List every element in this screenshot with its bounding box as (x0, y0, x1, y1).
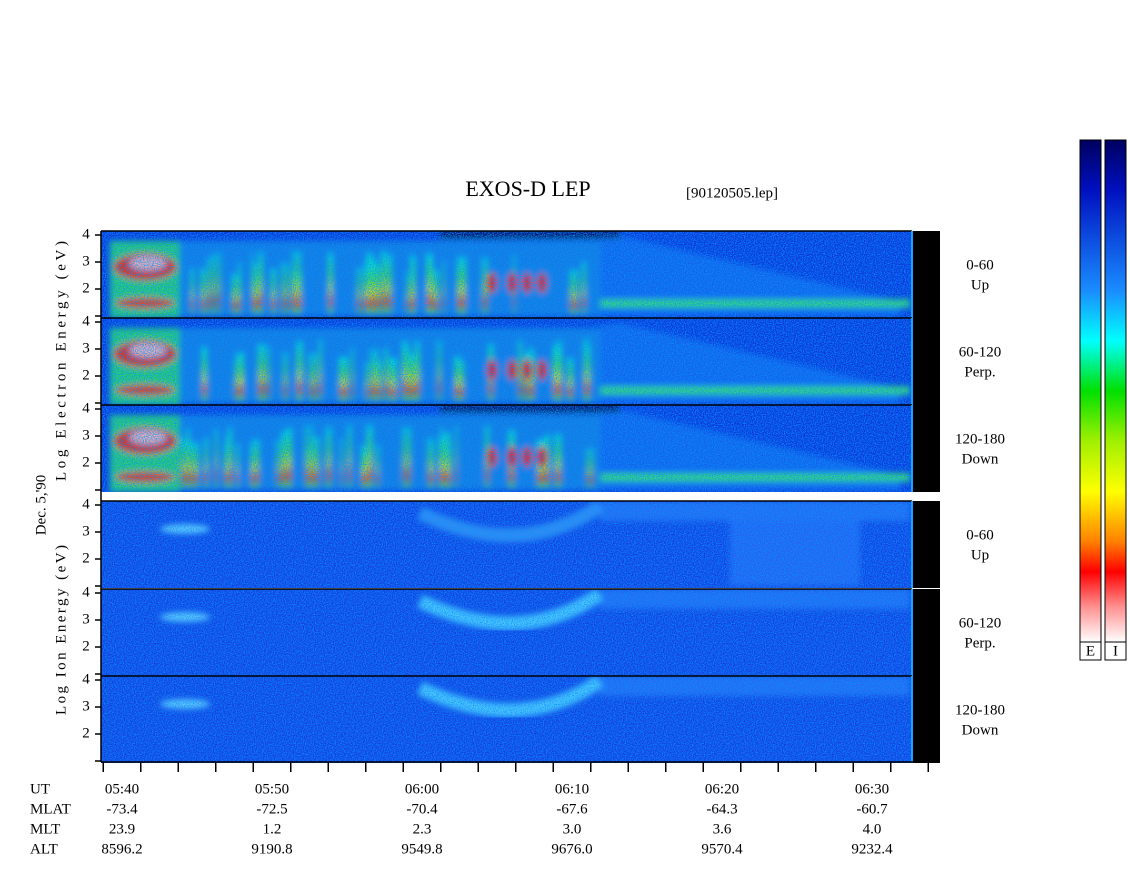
electron-panel (101, 318, 912, 405)
row-value: 9549.8 (401, 841, 442, 857)
colorbar-label-box (1079, 641, 1102, 661)
panel-angle: 0-60 (966, 257, 994, 273)
y-tick-label: 2 (82, 454, 90, 470)
title: EXOS-D LEP (465, 176, 590, 201)
row-value: -67.6 (556, 801, 588, 817)
row-name: UT (30, 781, 50, 797)
colorbar-label: I (1113, 643, 1118, 659)
noise (101, 318, 912, 405)
y-tick-label: 2 (82, 725, 90, 741)
ion-panel (101, 501, 912, 588)
row-value: 2.3 (413, 821, 432, 837)
blank (912, 231, 940, 318)
panel-direction: Perp. (964, 364, 995, 380)
ion-axis-label: Log Ion Energy (eV) (53, 545, 69, 715)
row-value: 3.6 (713, 821, 732, 837)
row-name: MLT (30, 821, 60, 837)
row-value: 3.0 (563, 821, 582, 837)
y-tick-label: 3 (82, 427, 90, 443)
row-value: 4.0 (863, 821, 882, 837)
y-tick-label: 3 (82, 611, 90, 627)
row-value: -73.4 (106, 801, 138, 817)
colorbar (1079, 139, 1102, 643)
panel-direction: Perp. (964, 635, 995, 651)
electron-panel (101, 231, 912, 318)
panel-angle: 60-120 (959, 344, 1002, 360)
panel-angle: 120-180 (955, 702, 1005, 718)
blank (912, 405, 940, 492)
row-name: ALT (30, 841, 58, 857)
electron-panel (101, 405, 912, 492)
y-tick-label: 4 (82, 313, 90, 329)
y-tick-label: 4 (82, 584, 90, 600)
y-tick-label: 2 (82, 550, 90, 566)
colorbar-label: E (1086, 643, 1095, 659)
y-tick-label: 4 (82, 400, 90, 416)
row-value: 05:40 (105, 781, 139, 797)
ion-panel (101, 589, 912, 676)
time-axis: UT 05:40 05:50 06:00 06:10 06:20 06:30 MLAT -73.… (30, 761, 940, 857)
y-tick-label: 2 (82, 638, 90, 654)
noise (101, 231, 912, 318)
row-value: 23.9 (109, 821, 135, 837)
row-value: 06:10 (555, 781, 589, 797)
y-tick-label: 2 (82, 367, 90, 383)
panel-angle: 0-60 (966, 527, 994, 543)
noise (101, 589, 912, 676)
panel-direction: Down (962, 451, 999, 467)
row-value: 1.2 (263, 821, 282, 837)
y-tick-label: 4 (82, 671, 90, 687)
row-name: MLAT (30, 801, 71, 817)
date: Dec. 5,'90 (33, 475, 49, 536)
y-tick-label: 3 (82, 340, 90, 356)
panel-direction: Up (971, 277, 989, 293)
y-tick-label: 3 (82, 698, 90, 714)
row-value: 8596.2 (101, 841, 142, 857)
plots: 4 3 2 0-60 Up 4 3 2 60-120 Perp. 4 3 2 120-180 Down 4 3 2… (53, 226, 1005, 763)
panel-angle: 120-180 (955, 431, 1005, 447)
colorbar-label-box (1104, 641, 1127, 661)
row-value: -70.4 (406, 801, 438, 817)
row-value: 9232.4 (851, 841, 893, 857)
blank (912, 676, 940, 763)
y-tick-label: 3 (82, 253, 90, 269)
row-value: 9570.4 (701, 841, 743, 857)
row-value: -60.7 (856, 801, 888, 817)
colorbar (1104, 139, 1127, 643)
row-value: 06:00 (405, 781, 439, 797)
row-value: 06:20 (705, 781, 739, 797)
blank (912, 589, 940, 676)
row-value: 9676.0 (551, 841, 592, 857)
blank (912, 501, 940, 588)
y-tick-label: 4 (82, 496, 90, 512)
row-value: 06:30 (855, 781, 889, 797)
file-name: [90120505.lep] (686, 185, 778, 201)
panel-angle: 60-120 (959, 615, 1002, 631)
row-value: 05:50 (255, 781, 289, 797)
panel-direction: Down (962, 722, 999, 738)
ion-panel (101, 676, 912, 763)
y-tick-label: 4 (82, 226, 90, 242)
electron-axis-label: Log Electron Energy (eV) (53, 241, 69, 481)
y-tick-label: 2 (82, 280, 90, 296)
noise (101, 501, 912, 588)
row-value: 9190.8 (251, 841, 292, 857)
noise (101, 405, 912, 492)
row-value: -64.3 (706, 801, 737, 817)
panel-direction: Up (971, 547, 989, 563)
noise (101, 676, 912, 763)
blank (912, 318, 940, 405)
y-tick-label: 3 (82, 523, 90, 539)
row-value: -72.5 (256, 801, 287, 817)
